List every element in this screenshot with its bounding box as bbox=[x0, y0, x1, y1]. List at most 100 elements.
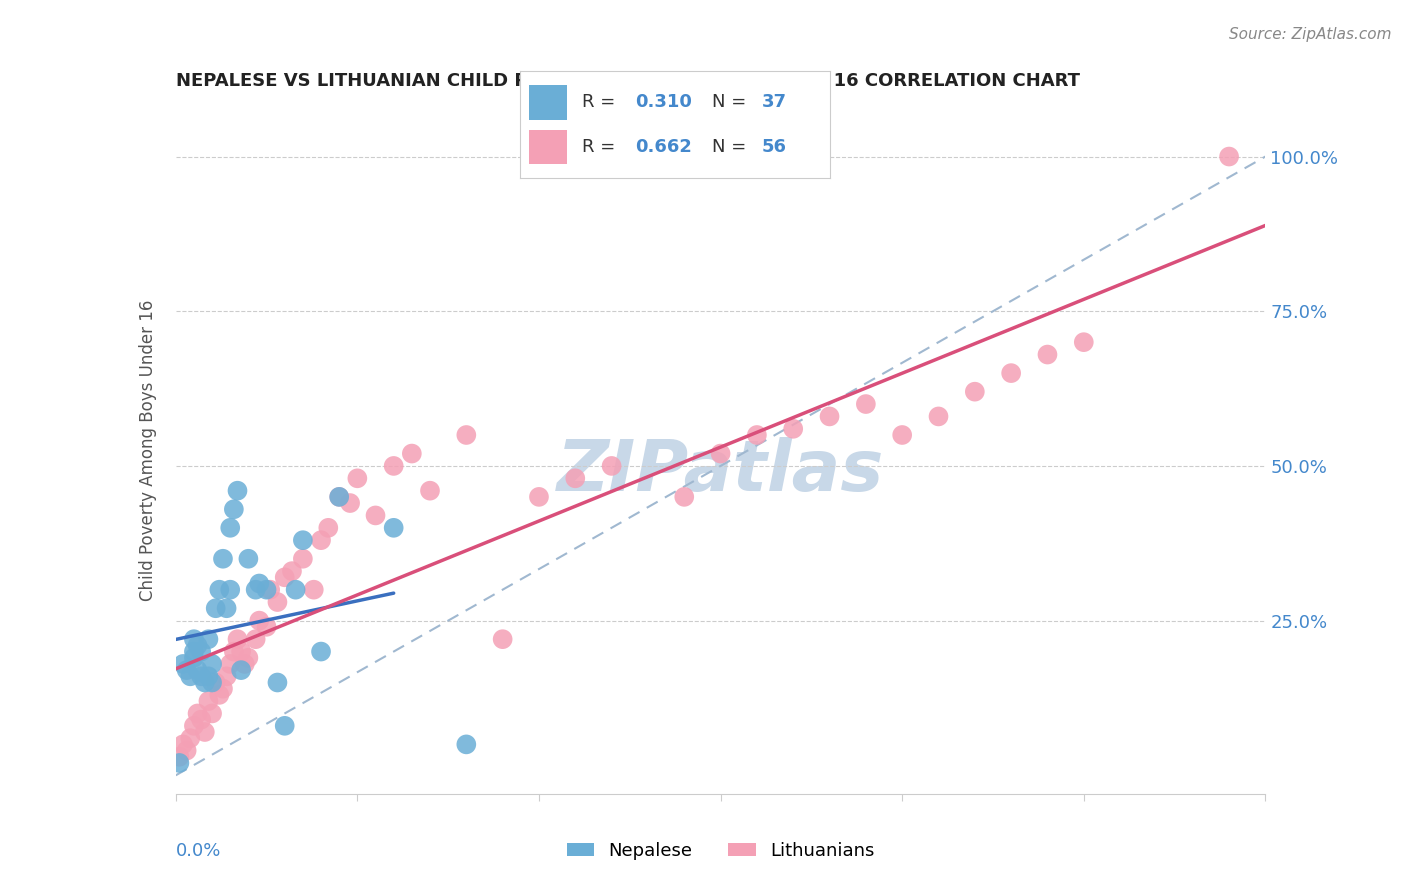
Point bbox=[891, 428, 914, 442]
Point bbox=[309, 533, 332, 548]
Point bbox=[245, 632, 267, 647]
Point bbox=[233, 657, 256, 671]
Point bbox=[309, 644, 332, 658]
Point bbox=[256, 620, 278, 634]
Point bbox=[172, 657, 194, 671]
Point bbox=[186, 706, 209, 721]
Point bbox=[201, 706, 224, 721]
Point bbox=[266, 675, 288, 690]
Point bbox=[745, 428, 768, 442]
Legend: Nepalese, Lithuanians: Nepalese, Lithuanians bbox=[560, 835, 882, 867]
Point bbox=[291, 533, 314, 548]
Point bbox=[231, 644, 253, 658]
Point bbox=[256, 582, 278, 597]
Point bbox=[245, 582, 267, 597]
Text: 56: 56 bbox=[762, 138, 786, 156]
Point bbox=[190, 669, 212, 683]
Point bbox=[238, 551, 260, 566]
Point bbox=[197, 632, 219, 647]
FancyBboxPatch shape bbox=[530, 86, 567, 120]
Point bbox=[169, 749, 191, 764]
Point bbox=[215, 601, 238, 615]
Point bbox=[179, 669, 201, 683]
Point bbox=[855, 397, 877, 411]
Text: N =: N = bbox=[711, 138, 752, 156]
Point bbox=[186, 639, 209, 653]
Text: 0.662: 0.662 bbox=[634, 138, 692, 156]
Point bbox=[673, 490, 696, 504]
Point bbox=[219, 521, 242, 535]
Text: R =: R = bbox=[582, 94, 621, 112]
Point bbox=[419, 483, 441, 498]
Point bbox=[212, 551, 235, 566]
Point bbox=[201, 657, 224, 671]
Point bbox=[215, 669, 238, 683]
Text: N =: N = bbox=[711, 94, 752, 112]
Point bbox=[291, 551, 314, 566]
Point bbox=[382, 458, 405, 473]
Point bbox=[274, 719, 297, 733]
Point bbox=[183, 650, 205, 665]
Point bbox=[194, 675, 217, 690]
Point bbox=[247, 614, 270, 628]
Point bbox=[238, 650, 260, 665]
Point bbox=[212, 681, 235, 696]
Point bbox=[401, 446, 423, 460]
Point bbox=[564, 471, 586, 485]
Point bbox=[259, 582, 281, 597]
Point bbox=[456, 428, 478, 442]
Point bbox=[208, 688, 231, 702]
Point bbox=[226, 483, 249, 498]
Point bbox=[204, 601, 226, 615]
Text: ZIPatlas: ZIPatlas bbox=[557, 436, 884, 506]
Point bbox=[172, 738, 194, 752]
Point bbox=[782, 422, 804, 436]
Point bbox=[492, 632, 515, 647]
Point bbox=[183, 644, 205, 658]
Text: 37: 37 bbox=[762, 94, 786, 112]
Point bbox=[194, 725, 217, 739]
Point bbox=[247, 576, 270, 591]
Point bbox=[204, 675, 226, 690]
Point bbox=[190, 644, 212, 658]
Point bbox=[527, 490, 550, 504]
Point bbox=[284, 582, 307, 597]
Point bbox=[818, 409, 841, 424]
Point bbox=[318, 521, 340, 535]
Point bbox=[219, 582, 242, 597]
Point bbox=[963, 384, 986, 399]
Point bbox=[328, 490, 350, 504]
Point bbox=[176, 663, 198, 677]
Point bbox=[302, 582, 325, 597]
Point bbox=[176, 743, 198, 757]
Point bbox=[328, 490, 350, 504]
Point bbox=[169, 756, 191, 770]
Text: Source: ZipAtlas.com: Source: ZipAtlas.com bbox=[1229, 27, 1392, 42]
Point bbox=[339, 496, 361, 510]
Point bbox=[364, 508, 387, 523]
Point bbox=[179, 731, 201, 746]
Point bbox=[197, 694, 219, 708]
Point bbox=[183, 719, 205, 733]
Point bbox=[382, 521, 405, 535]
Point bbox=[600, 458, 623, 473]
Point bbox=[456, 738, 478, 752]
Point bbox=[190, 713, 212, 727]
Text: R =: R = bbox=[582, 138, 621, 156]
Point bbox=[222, 502, 245, 516]
Text: 0.310: 0.310 bbox=[634, 94, 692, 112]
Point bbox=[928, 409, 950, 424]
Point bbox=[1000, 366, 1022, 380]
Text: NEPALESE VS LITHUANIAN CHILD POVERTY AMONG BOYS UNDER 16 CORRELATION CHART: NEPALESE VS LITHUANIAN CHILD POVERTY AMO… bbox=[176, 72, 1080, 90]
FancyBboxPatch shape bbox=[530, 130, 567, 164]
Point bbox=[219, 657, 242, 671]
Point bbox=[201, 675, 224, 690]
Point bbox=[274, 570, 297, 584]
Point bbox=[281, 564, 304, 578]
Point bbox=[226, 632, 249, 647]
Point bbox=[1073, 335, 1095, 350]
Point bbox=[197, 669, 219, 683]
Text: 0.0%: 0.0% bbox=[176, 842, 221, 860]
Point bbox=[186, 663, 209, 677]
Point bbox=[222, 644, 245, 658]
